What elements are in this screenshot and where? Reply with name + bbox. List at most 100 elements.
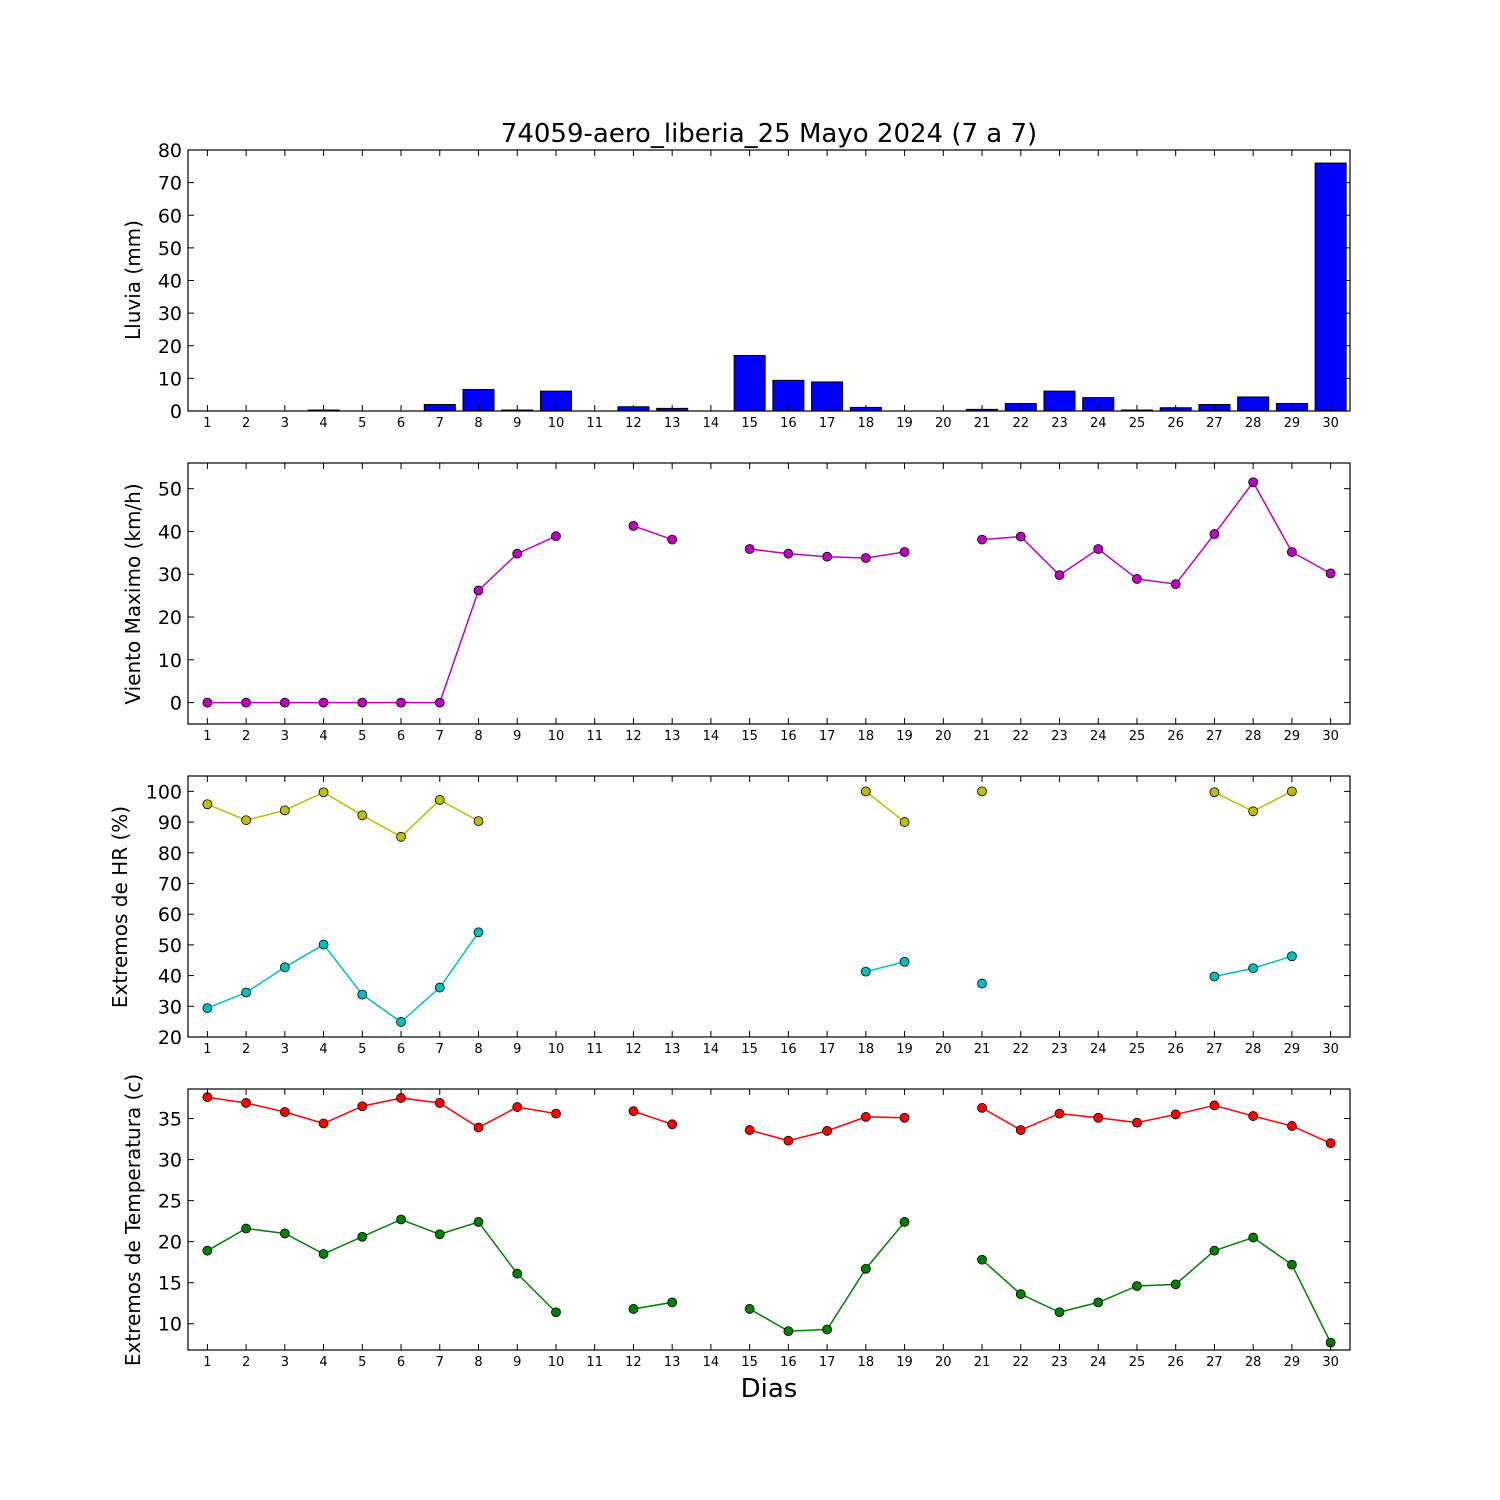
temp-min-line-segment-2 [633,1301,673,1310]
humidity-xtick-label: 14 [703,1042,720,1057]
wind-xtick-label: 16 [780,729,797,744]
temperature-ytick-label: 30 [158,1150,182,1172]
wind-xtick-label: 22 [1012,729,1029,744]
rain-xtick-label: 14 [703,416,720,431]
rain-ytick-label: 70 [158,173,182,195]
wind-ytick-label: 30 [158,564,182,586]
wind-line-segment-2 [633,525,673,541]
temp-max-point-day-10 [551,1108,561,1119]
rain-xtick-label: 4 [319,416,327,431]
humidity-ytick-label: 20 [158,1027,182,1049]
wind-point-day-1 [202,697,213,708]
rh-max-point-day-3 [279,805,290,816]
wind-xtick-label: 5 [358,729,366,744]
rh-max-point-day-6 [396,831,406,842]
wind-xtick-label: 1 [203,729,211,744]
wind-xtick-label: 7 [436,729,444,744]
wind-xtick-label: 10 [548,729,565,744]
temp-min-point-day-28 [1248,1232,1259,1243]
rh-max-point-day-29 [1287,786,1297,797]
rain-bar-day-15 [733,355,766,412]
temp-min-point-day-22 [1015,1289,1026,1300]
rain-xtick-label: 27 [1206,416,1223,431]
temp-max-point-day-4 [318,1118,329,1129]
wind-point-day-18 [860,553,871,563]
wind-point-day-5 [357,697,368,708]
humidity-xtick-label: 27 [1206,1042,1223,1057]
temperature-xtick-label: 30 [1322,1355,1339,1370]
wind-xtick-label: 20 [935,729,952,744]
temperature-xtick-label: 24 [1090,1355,1107,1370]
wind-ytick-label: 10 [158,650,182,672]
wind-point-day-8 [473,585,484,596]
wind-point-day-17 [822,551,832,562]
rain-xtick-label: 11 [586,416,603,431]
temp-max-point-day-21 [977,1102,987,1113]
wind-xtick-label: 18 [858,729,875,744]
temperature-ytick-label: 35 [158,1109,182,1131]
temp-max-point-day-22 [1015,1125,1026,1135]
temp-min-point-day-18 [860,1263,871,1274]
rh-max-point-day-5 [357,810,368,821]
temp-max-point-day-9 [512,1102,523,1112]
rain-ytick-label: 50 [158,238,182,260]
rain-xtick-label: 7 [436,416,444,431]
temp-max-point-day-8 [473,1122,484,1133]
temperature-ytick-label: 10 [158,1314,182,1336]
wind-ytick-label: 0 [170,693,182,715]
temp-min-point-day-2 [241,1223,252,1234]
humidity-ytick-label: 60 [158,904,182,926]
rh-max-point-day-1 [202,799,213,810]
temperature-ytick-label: 15 [158,1273,182,1295]
chart-title: 74059-aero_liberia_25 Mayo 2024 (7 a 7) [501,119,1037,149]
temp-min-point-day-12 [628,1304,639,1314]
temp-min-point-day-21 [977,1254,987,1265]
wind-xtick-label: 19 [896,729,913,744]
humidity-xtick-label: 9 [513,1042,521,1057]
humidity-xtick-label: 19 [896,1042,913,1057]
wind-point-day-4 [318,697,329,708]
rh-min-point-day-2 [241,987,252,998]
temp-max-point-day-26 [1170,1109,1181,1120]
rain-xtick-label: 22 [1012,416,1029,431]
temp-max-point-day-3 [279,1107,290,1117]
humidity-xtick-label: 23 [1051,1042,1068,1057]
humidity-ytick-label: 70 [158,873,182,895]
humidity-xtick-label: 6 [397,1042,405,1057]
x-axis-label: Dias [741,1374,798,1404]
rain-ytick-label: 80 [158,140,182,162]
temperature-xtick-label: 19 [896,1355,913,1370]
wind-xtick-label: 30 [1322,729,1339,744]
rh-min-point-day-4 [318,939,329,950]
rain-ytick-label: 0 [170,401,182,423]
rh-min-point-day-1 [202,1003,213,1014]
temperature-xtick-label: 9 [513,1355,521,1370]
temperature-xtick-label: 23 [1051,1355,1068,1370]
rain-xtick-label: 26 [1167,416,1184,431]
temp-max-line-segment-2 [633,1110,673,1126]
humidity-xtick-label: 2 [242,1042,250,1057]
wind-xtick-label: 9 [513,729,521,744]
humidity-ytick-label: 80 [158,843,182,865]
humidity-xtick-label: 16 [780,1042,797,1057]
humidity-ytick-label: 50 [158,935,182,957]
temp-max-point-day-23 [1054,1108,1065,1119]
rh-max-point-day-4 [318,787,329,798]
wind-xtick-label: 21 [974,729,991,744]
rain-xtick-label: 23 [1051,416,1068,431]
humidity-ytick-label: 30 [158,996,182,1018]
humidity-xtick-label: 10 [548,1042,565,1057]
temp-max-point-day-5 [357,1101,368,1112]
temperature-xtick-label: 16 [780,1355,797,1370]
temp-min-point-day-1 [202,1245,213,1256]
wind-xtick-label: 25 [1129,729,1146,744]
humidity-xtick-label: 13 [664,1042,681,1057]
rain-xtick-label: 5 [358,416,366,431]
temp-max-point-day-15 [744,1125,755,1135]
temperature-axes-frame [187,1088,1351,1351]
temperature-y-axis-label: Extremos de Temperatura (c) [121,1074,145,1366]
rh-min-point-day-3 [279,962,290,973]
rain-xtick-label: 25 [1129,416,1146,431]
